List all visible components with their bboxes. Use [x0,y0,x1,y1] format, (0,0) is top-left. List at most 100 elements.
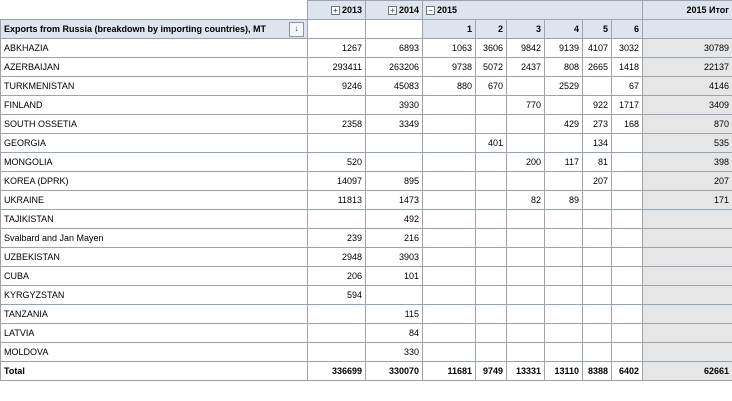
total-cell[interactable]: 9749 [475,361,507,381]
value-cell[interactable]: 9246 [307,76,366,96]
value-cell[interactable] [506,171,545,191]
value-cell[interactable] [365,133,423,153]
value-cell[interactable] [582,342,612,362]
value-cell[interactable] [422,342,476,362]
value-cell[interactable] [307,304,366,324]
value-cell[interactable] [582,266,612,286]
value-cell[interactable]: 117 [544,152,583,172]
expand-icon[interactable]: + [330,6,340,16]
country-label[interactable]: Svalbard and Jan Mayen [0,228,308,248]
value-cell[interactable] [544,266,583,286]
value-cell[interactable]: 2665 [582,57,612,77]
value-cell[interactable]: 263206 [365,57,423,77]
value-cell[interactable] [610,152,644,172]
value-cell[interactable]: 1063 [422,38,476,58]
grand-total-cell[interactable] [642,285,732,305]
value-cell[interactable] [582,304,612,324]
value-cell[interactable] [610,209,644,229]
value-cell[interactable]: 168 [610,114,644,134]
value-cell[interactable] [365,285,423,305]
grand-total-cell[interactable]: 535 [642,133,732,153]
value-cell[interactable] [544,304,583,324]
value-cell[interactable] [544,209,583,229]
value-cell[interactable]: 2529 [544,76,583,96]
total-cell[interactable]: 13110 [544,361,583,381]
value-cell[interactable]: 3349 [365,114,423,134]
value-cell[interactable] [422,152,476,172]
country-label[interactable]: AZERBAIJAN [0,57,308,77]
value-cell[interactable] [475,323,507,343]
total-cell[interactable]: 336699 [307,361,366,381]
grand-total-cell[interactable]: 62661 [642,361,732,381]
value-cell[interactable] [610,266,644,286]
collapse-icon[interactable]: − [426,6,435,16]
year-header-2015[interactable]: −2015 [421,0,644,20]
total-cell[interactable]: 8388 [582,361,612,381]
value-cell[interactable]: 45083 [365,76,423,96]
value-cell[interactable] [422,304,476,324]
value-cell[interactable]: 922 [582,95,612,115]
value-cell[interactable]: 770 [506,95,545,115]
value-cell[interactable]: 4107 [582,38,612,58]
grand-total-cell[interactable] [642,228,732,248]
value-cell[interactable] [307,95,366,115]
value-cell[interactable] [422,228,476,248]
value-cell[interactable] [422,133,476,153]
value-cell[interactable]: 1473 [365,190,423,210]
grand-total-cell[interactable]: 3409 [642,95,732,115]
value-cell[interactable]: 84 [365,323,423,343]
total-cell[interactable]: 13331 [506,361,545,381]
value-cell[interactable]: 115 [365,304,423,324]
value-cell[interactable]: 81 [582,152,612,172]
grand-total-cell[interactable]: 22137 [642,57,732,77]
value-cell[interactable] [544,228,583,248]
value-cell[interactable] [582,228,612,248]
value-cell[interactable] [582,323,612,343]
value-cell[interactable]: 895 [365,171,423,191]
value-cell[interactable] [365,152,423,172]
country-label[interactable]: LATVIA [0,323,308,343]
value-cell[interactable]: 6893 [365,38,423,58]
value-cell[interactable] [610,285,644,305]
year-header-2013[interactable]: +2013 [307,0,366,20]
value-cell[interactable]: 9842 [506,38,545,58]
value-cell[interactable]: 200 [506,152,545,172]
country-label[interactable]: ABKHAZIA [0,38,308,58]
value-cell[interactable] [544,171,583,191]
country-label[interactable]: CUBA [0,266,308,286]
value-cell[interactable] [475,342,507,362]
value-cell[interactable]: 239 [307,228,366,248]
value-cell[interactable]: 82 [506,190,545,210]
value-cell[interactable] [475,304,507,324]
grand-total-cell[interactable]: 171 [642,190,732,210]
value-cell[interactable]: 216 [365,228,423,248]
total-cell[interactable]: 11681 [422,361,476,381]
value-cell[interactable] [582,247,612,267]
country-label[interactable]: TAJIKISTAN [0,209,308,229]
value-cell[interactable] [610,342,644,362]
country-label[interactable]: MONGOLIA [0,152,308,172]
value-cell[interactable] [610,228,644,248]
grand-total-cell[interactable] [642,266,732,286]
country-label[interactable]: UZBEKISTAN [0,247,308,267]
value-cell[interactable] [307,209,366,229]
value-cell[interactable]: 1267 [307,38,366,58]
value-cell[interactable]: 2948 [307,247,366,267]
value-cell[interactable] [506,76,545,96]
value-cell[interactable] [506,209,545,229]
value-cell[interactable] [422,209,476,229]
value-cell[interactable]: 67 [610,76,644,96]
country-label[interactable]: TANZANIA [0,304,308,324]
value-cell[interactable] [422,95,476,115]
country-label[interactable]: UKRAINE [0,190,308,210]
value-cell[interactable]: 880 [422,76,476,96]
value-cell[interactable]: 3032 [610,38,644,58]
grand-total-cell[interactable]: 870 [642,114,732,134]
value-cell[interactable] [582,209,612,229]
value-cell[interactable] [506,114,545,134]
value-cell[interactable] [610,247,644,267]
value-cell[interactable]: 11813 [307,190,366,210]
value-cell[interactable] [475,285,507,305]
value-cell[interactable]: 670 [475,76,507,96]
value-cell[interactable]: 594 [307,285,366,305]
